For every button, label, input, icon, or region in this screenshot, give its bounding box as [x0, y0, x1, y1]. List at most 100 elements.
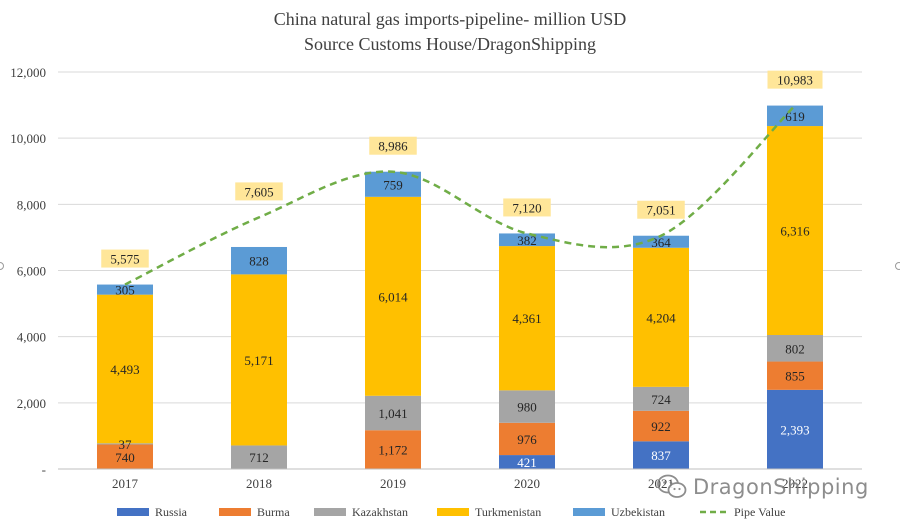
- pipe-value-label: 7,120: [512, 200, 541, 215]
- pipe-value-line: [124, 104, 796, 286]
- legend-swatch-burma: [219, 508, 251, 516]
- pipe-value-series: 5,575 7,605 8,986 7,120 7,051 10,983: [101, 70, 823, 286]
- bar-data-label: 740: [115, 450, 135, 465]
- y-tick-label: 6,000: [17, 264, 46, 279]
- bar-segment-russia: [499, 455, 555, 469]
- y-axis: - 2,000 4,000 6,000 8,000 10,000 12,000: [10, 65, 46, 477]
- legend: Russia Burma Kazakhstan Turkmenistan Uzbekis…: [117, 505, 785, 519]
- bars: [97, 105, 823, 469]
- legend-swatch-russia: [117, 508, 149, 516]
- x-tick-label: 2018: [246, 476, 272, 491]
- bar-segment-kazakhstan: [365, 395, 421, 431]
- bar-segment-turkmenistan: [97, 294, 153, 444]
- pipe-value-label: 5,575: [110, 252, 139, 267]
- y-tick-label: 12,000: [10, 65, 46, 80]
- y-tick-label: 2,000: [17, 396, 46, 411]
- bar-segment-kazakhstan: [231, 445, 287, 469]
- bar-data-label: 4,204: [646, 310, 676, 325]
- bar-data-label: 2,393: [780, 422, 809, 437]
- bar-segment-burma: [97, 444, 153, 469]
- legend-label: Pipe Value: [734, 505, 785, 519]
- pipe-value-label-box: [369, 136, 417, 155]
- bar-data-label: 759: [383, 177, 403, 192]
- bar-data-label: 37: [119, 437, 133, 452]
- legend-label: Uzbekistan: [611, 505, 665, 519]
- pipe-value-label-box: [503, 198, 551, 217]
- bar-data-label: 1,041: [378, 406, 407, 421]
- legend-label: Russia: [155, 505, 188, 519]
- watermark: DragonShipping: [657, 474, 869, 500]
- bar-segment-burma: [499, 422, 555, 456]
- chart-subtitle: Source Customs House/DragonShipping: [304, 34, 596, 54]
- y-tick-label: 8,000: [17, 197, 46, 212]
- bar-segment-kazakhstan: [633, 386, 689, 411]
- bar-data-label: 828: [249, 254, 269, 269]
- bar-data-label: 980: [517, 400, 537, 415]
- bar-segment-uzbekistan: [231, 246, 287, 275]
- resize-handle-right[interactable]: [895, 262, 900, 270]
- bar-segment-turkmenistan: [633, 247, 689, 387]
- bar-data-label: 4,361: [512, 311, 541, 326]
- x-tick-label: 2022: [782, 476, 808, 491]
- bar-segment-burma: [633, 410, 689, 442]
- bar-data-label: 855: [785, 369, 805, 384]
- y-tick-label: -: [42, 462, 46, 477]
- legend-label: Kazakhstan: [352, 505, 408, 519]
- bar-data-label: 837: [651, 448, 671, 463]
- watermark-text: DragonShipping: [693, 475, 869, 499]
- legend-swatch-uzbekistan: [573, 508, 605, 516]
- bar-segment-russia: [633, 441, 689, 469]
- bar-data-label: 922: [651, 419, 671, 434]
- bar-data-label: 619: [785, 109, 805, 124]
- bar-segment-kazakhstan: [767, 335, 823, 362]
- bar-segment-uzbekistan: [633, 235, 689, 248]
- bar-data-label: 382: [517, 233, 537, 248]
- wechat-icon: [657, 474, 687, 498]
- legend-swatch-kazakhstan: [314, 508, 346, 516]
- bar-data-label: 421: [517, 455, 537, 470]
- bar-segment-turkmenistan: [365, 196, 421, 396]
- x-tick-label: 2019: [380, 476, 406, 491]
- grid: [58, 71, 862, 404]
- bar-data-label: 305: [115, 283, 135, 298]
- y-tick-label: 10,000: [10, 131, 46, 146]
- y-tick-label: 4,000: [17, 330, 46, 345]
- bar-segment-uzbekistan: [499, 233, 555, 247]
- bar-data-label: 6,316: [780, 224, 810, 239]
- bar-segment-russia: [767, 389, 823, 469]
- bar-data-label: 1,172: [378, 443, 407, 458]
- x-tick-label: 2020: [514, 476, 540, 491]
- bar-segment-kazakhstan: [499, 390, 555, 423]
- bar-data-label: 6,014: [378, 289, 408, 304]
- pipe-value-label: 7,605: [244, 184, 273, 199]
- x-axis: 2017 2018 2019 2020 2021 2022: [58, 468, 862, 491]
- legend-label: Turkmenistan: [475, 505, 541, 519]
- bar-data-label: 802: [785, 341, 805, 356]
- bar-segment-burma: [365, 430, 421, 469]
- x-tick-label: 2021: [648, 476, 674, 491]
- legend-label: Burma: [257, 505, 290, 519]
- pipe-value-label-box: [637, 200, 685, 219]
- bar-data-label: 5,171: [244, 353, 273, 368]
- bar-segment-kazakhstan: [97, 443, 153, 445]
- pipe-value-label: 10,983: [777, 73, 813, 88]
- bar-data-label: 4,493: [110, 362, 139, 377]
- x-tick-label: 2017: [112, 476, 139, 491]
- bar-data-label: 976: [517, 432, 537, 447]
- bar-data-label: 712: [249, 450, 269, 465]
- bar-segment-burma: [767, 361, 823, 390]
- bar-data-label: 724: [651, 392, 671, 407]
- bar-segment-turkmenistan: [767, 126, 823, 336]
- bar-data-label: 364: [651, 235, 671, 250]
- bar-segment-uzbekistan: [97, 284, 153, 295]
- bar-segment-turkmenistan: [231, 274, 287, 446]
- pipe-value-label: 8,986: [378, 139, 408, 154]
- chart-title: China natural gas imports-pipeline- mill…: [274, 9, 626, 29]
- pipe-value-label-box: [235, 182, 283, 201]
- pipe-value-label: 7,051: [646, 203, 675, 218]
- pipe-value-label-box: [101, 249, 149, 268]
- bar-segment-turkmenistan: [499, 246, 555, 391]
- pipe-value-label-box: [767, 70, 823, 89]
